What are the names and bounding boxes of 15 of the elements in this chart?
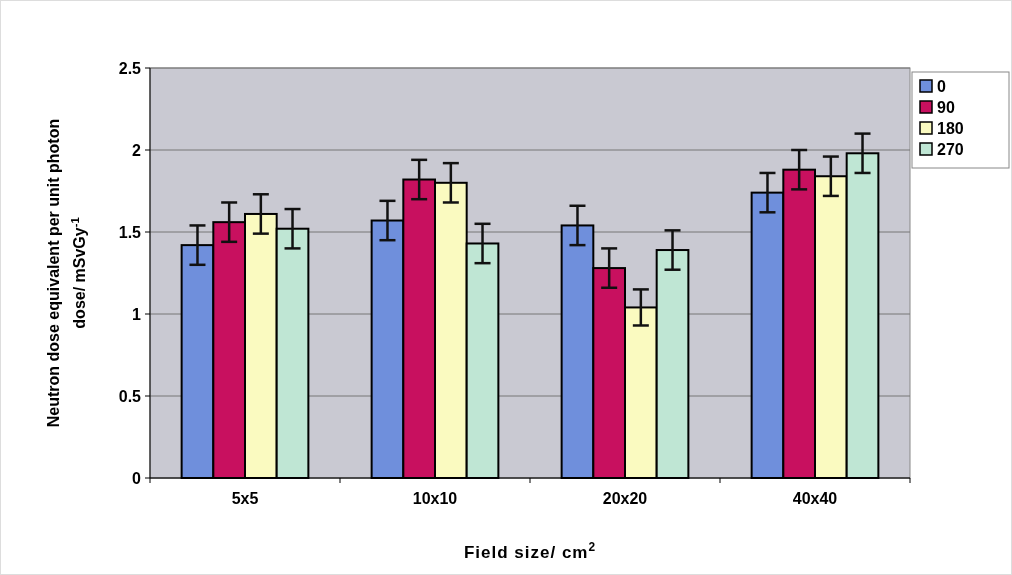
y-tick-label: 1.5 xyxy=(118,223,142,241)
legend-label: 0 xyxy=(937,77,946,95)
y-tick-label: 0.5 xyxy=(118,387,142,405)
legend-label: 180 xyxy=(937,119,964,137)
x-tick-label: 40x40 xyxy=(792,490,838,507)
x-axis-title: Field size/ cm$^{2}$ xyxy=(463,540,597,562)
legend-label: 270 xyxy=(937,140,964,158)
y-tick-label: 2 xyxy=(132,141,142,159)
x-tick-label: 10x10 xyxy=(412,490,458,507)
legend-label: 90 xyxy=(937,98,955,116)
y-tick-label: 2.5 xyxy=(118,59,142,77)
x-tick-label: 20x20 xyxy=(602,490,648,507)
y-tick-label: 1 xyxy=(132,305,142,323)
x-tick-label: 5x5 xyxy=(231,490,259,507)
y-tick-label: 0 xyxy=(132,469,142,487)
